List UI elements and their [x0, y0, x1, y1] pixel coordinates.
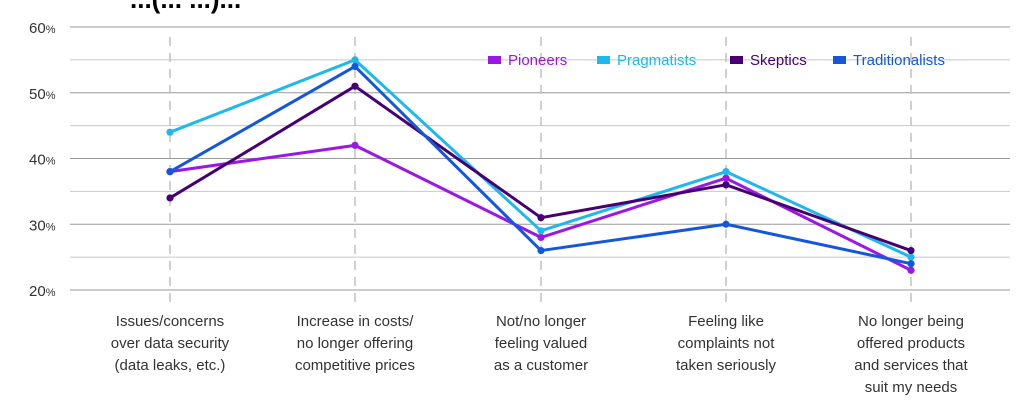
data-point	[907, 266, 915, 274]
chart-title-fragment: ...(... ...)...	[130, 0, 241, 14]
y-tick-label: 30%	[29, 217, 56, 234]
legend-swatch	[488, 56, 501, 64]
series-pragmatists	[166, 56, 915, 261]
legend: Pioneers Pragmatists Skeptics Traditionalis…	[488, 52, 945, 69]
series-lines	[166, 56, 915, 274]
data-point	[907, 260, 915, 268]
legend-label: Skeptics	[750, 52, 807, 69]
data-point	[166, 194, 174, 202]
data-point	[722, 220, 730, 228]
category-guides	[169, 37, 912, 305]
legend-label: Traditionalists	[853, 52, 945, 69]
x-category-label: No longer being offered products and servi…	[854, 313, 968, 396]
legend-label: Pioneers	[508, 52, 567, 69]
data-point	[166, 128, 174, 136]
data-point	[537, 227, 545, 235]
data-point	[351, 56, 359, 64]
grid	[70, 26, 1010, 291]
x-category-label: Increase in costs/no longer offering comp…	[295, 313, 415, 374]
y-tick-label: 40%	[29, 152, 56, 169]
data-point	[537, 233, 545, 241]
x-category-label: Not/no longer feeling valued as a customer	[494, 313, 588, 374]
data-point	[722, 174, 730, 182]
y-tick-label: 60%	[29, 20, 56, 37]
data-point	[907, 253, 915, 261]
data-point	[537, 246, 545, 255]
y-tick-label: 20%	[29, 283, 56, 300]
legend-swatch	[597, 56, 610, 64]
data-point	[351, 82, 359, 90]
data-point	[722, 181, 730, 189]
y-tick-label: 50%	[29, 86, 56, 103]
x-category-label: Issues/concerns over data security (data l…	[111, 313, 230, 374]
data-point	[166, 168, 174, 176]
series-skeptics	[166, 82, 915, 255]
data-point	[722, 168, 730, 176]
x-category-label: Feeling like complaints not taken seriousl…	[676, 313, 777, 374]
data-point	[351, 62, 359, 71]
data-point	[907, 246, 915, 255]
legend-swatch	[833, 56, 846, 64]
data-point	[351, 141, 359, 149]
x-axis-labels: Issues/concerns over data security (data l…	[111, 313, 969, 396]
data-point	[537, 214, 545, 222]
legend-label: Pragmatists	[617, 52, 696, 69]
series-traditionalists	[166, 62, 915, 268]
y-axis-ticks: 20% 30% 40% 50% 60%	[29, 20, 56, 300]
legend-swatch	[730, 56, 743, 64]
